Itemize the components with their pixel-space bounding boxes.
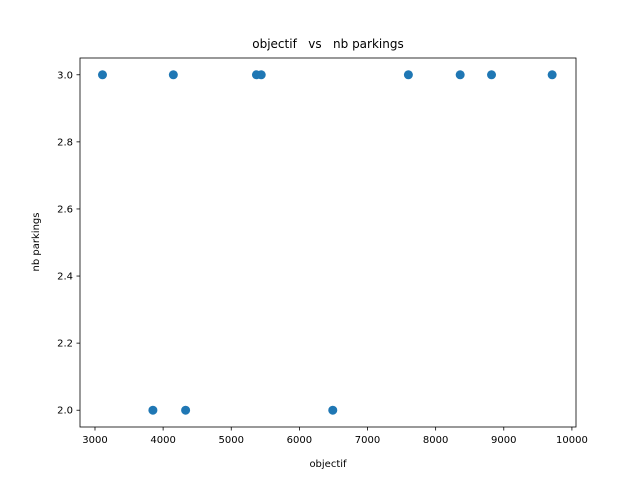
x-tick-label: 5000 xyxy=(219,435,244,446)
data-point xyxy=(257,70,266,79)
x-tick-label: 9000 xyxy=(491,435,516,446)
x-tick-label: 4000 xyxy=(150,435,175,446)
data-point xyxy=(456,70,465,79)
data-point xyxy=(548,70,557,79)
y-tick-label: 2.0 xyxy=(57,406,73,417)
y-tick-label: 2.2 xyxy=(57,339,73,350)
y-tick-label: 2.6 xyxy=(57,204,73,215)
data-point xyxy=(487,70,496,79)
y-tick-label: 2.4 xyxy=(57,272,73,283)
data-point xyxy=(181,406,190,415)
x-tick-label: 6000 xyxy=(287,435,312,446)
data-point xyxy=(328,406,337,415)
x-tick-label: 7000 xyxy=(355,435,380,446)
y-axis-label: nb parkings xyxy=(31,213,42,272)
x-tick-label: 8000 xyxy=(423,435,448,446)
y-tick-label: 2.8 xyxy=(57,137,73,148)
x-tick-label: 10000 xyxy=(556,435,588,446)
data-point xyxy=(148,406,157,415)
x-axis-label: objectif xyxy=(309,459,347,470)
y-tick-label: 3.0 xyxy=(57,70,73,81)
data-point xyxy=(404,70,413,79)
chart-title: objectif vs nb parkings xyxy=(252,37,403,51)
data-point xyxy=(169,70,178,79)
x-tick-label: 3000 xyxy=(82,435,107,446)
data-point xyxy=(98,70,107,79)
